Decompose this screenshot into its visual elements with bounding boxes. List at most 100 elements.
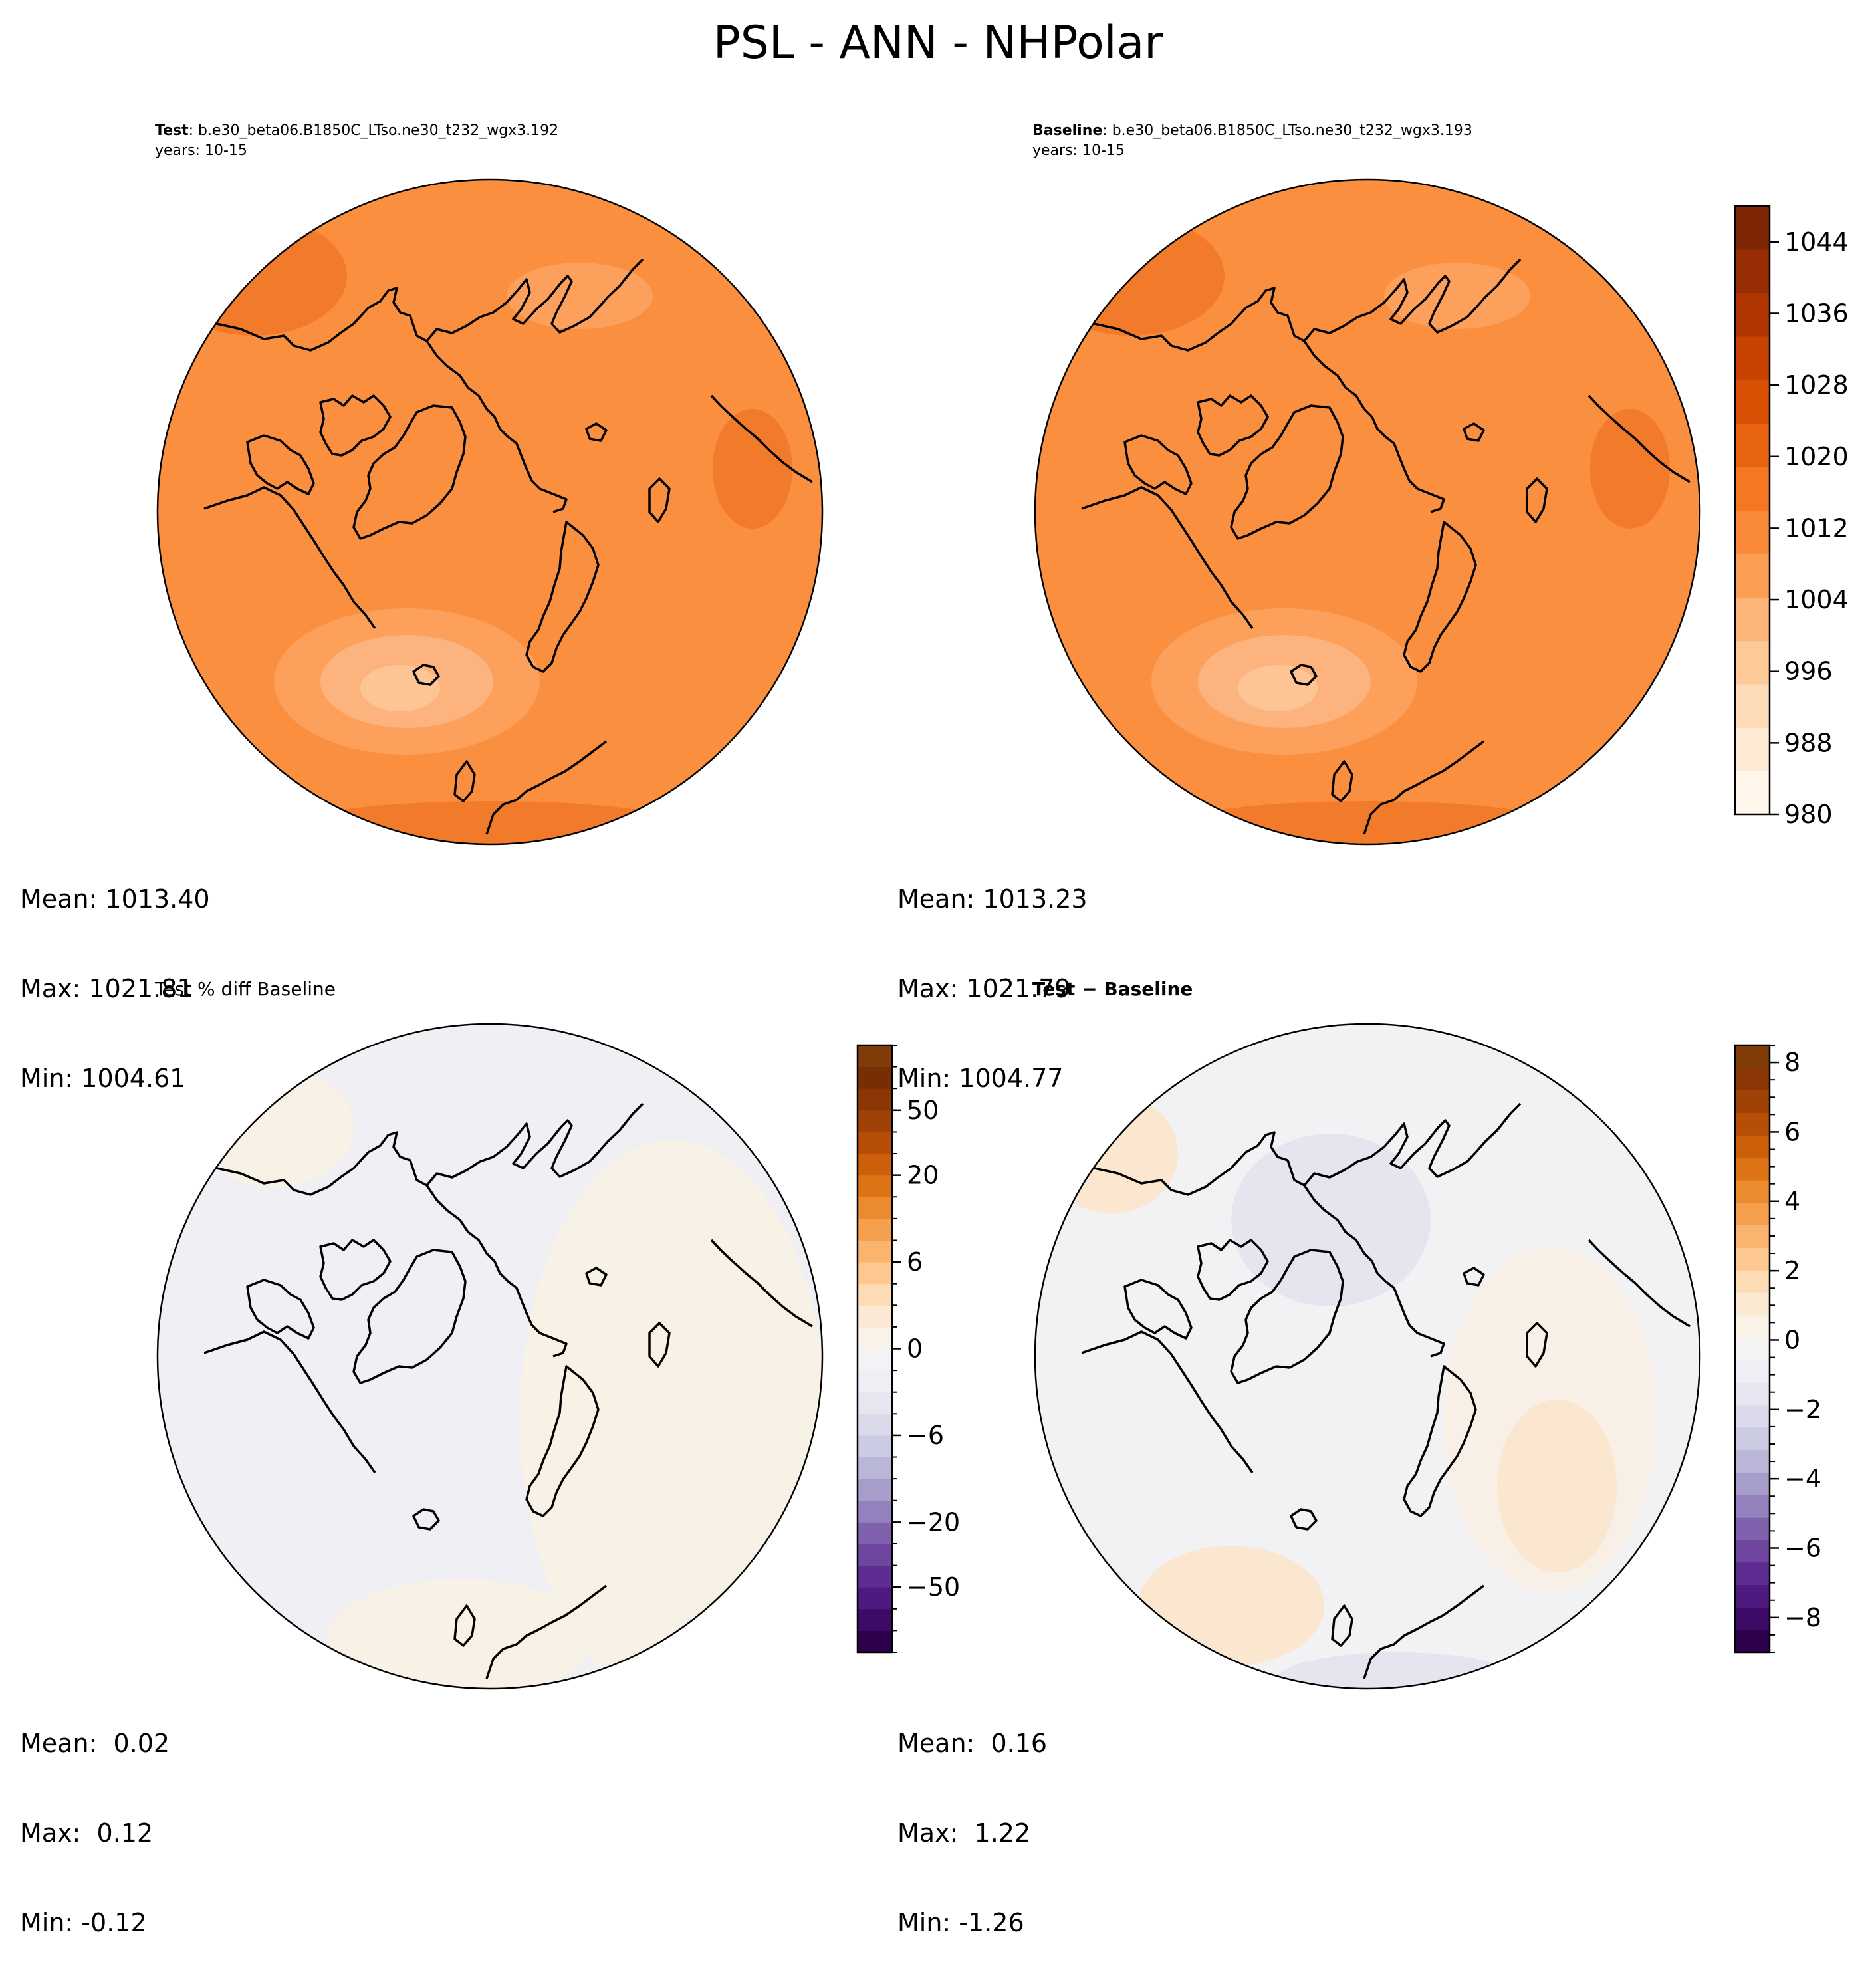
- coastline: [453, 1604, 476, 1647]
- colorbar-segment: [858, 1154, 892, 1176]
- field-contour: [1590, 409, 1670, 529]
- colorbar-segment: [858, 1522, 892, 1544]
- coastline: [1403, 1365, 1477, 1517]
- colorbar-tick-label: −50: [907, 1572, 960, 1602]
- field-contour: [1138, 1546, 1324, 1665]
- test-case-name: : b.e30_beta06.B1850C_LTso.ne30_t232_wgx…: [188, 122, 559, 139]
- coastline: [203, 486, 376, 630]
- colorbar-tick-label: 996: [1784, 657, 1833, 686]
- coastline: [525, 521, 600, 673]
- colorbar-segment: [1735, 1225, 1770, 1248]
- coastline: [210, 258, 644, 352]
- field-contour: [507, 263, 653, 329]
- coastline: [1290, 1508, 1318, 1531]
- colorbar-tick-label: 1004: [1784, 585, 1849, 614]
- colorbar-segment: [1735, 1405, 1770, 1428]
- colorbar-segment: [858, 1045, 892, 1068]
- field-contour: [1278, 1652, 1517, 1689]
- field-contour: [360, 665, 440, 711]
- test-label: Test: [155, 122, 189, 139]
- pctdiff-max: Max: 0.12: [20, 1818, 154, 1848]
- coastline: [1290, 664, 1318, 686]
- field-contour: [713, 409, 792, 529]
- test-caption: Test: b.e30_beta06.B1850C_LTso.ne30_t232…: [155, 122, 558, 140]
- coastline: [246, 434, 315, 495]
- coastline: [1363, 1584, 1485, 1679]
- colorbar-segment: [858, 1414, 892, 1436]
- colorbar-segment: [1735, 1179, 1770, 1203]
- coastline: [1123, 1279, 1193, 1340]
- test-max: Max: 1021.81: [20, 974, 193, 1003]
- colorbar-tick-label: −2: [1784, 1395, 1821, 1424]
- coastline: [1303, 1185, 1445, 1358]
- colorbar-frame: [1734, 1044, 1771, 1654]
- colorbar-segment: [1735, 206, 1770, 250]
- colorbar-segment: [858, 1305, 892, 1328]
- colorbar-segment: [1735, 1270, 1770, 1293]
- colorbar-segment: [1735, 1135, 1770, 1158]
- pctdiff-subtitle: Test % diff Baseline: [155, 978, 336, 1000]
- pctdiff-map: [156, 1023, 824, 1690]
- baseline-caption: Baseline: b.e30_beta06.B1850C_LTso.ne30_…: [1032, 122, 1472, 140]
- colorbar-segment: [1735, 423, 1770, 467]
- colorbar-segment: [1735, 1090, 1770, 1113]
- colorbar-segment: [858, 1218, 892, 1241]
- colorbar-segment: [1735, 249, 1770, 294]
- colorbar-segment: [1735, 1562, 1770, 1586]
- coastline: [425, 1185, 568, 1358]
- colorbar-segment: [1735, 1584, 1770, 1608]
- field-contour: [1038, 216, 1225, 336]
- colorbar-segment: [858, 1110, 892, 1132]
- coastline: [1081, 1330, 1254, 1474]
- colorbar-tick-label: 1028: [1784, 370, 1849, 400]
- colorbar-segment: [1735, 1202, 1770, 1226]
- colorbar-segment: [1735, 1495, 1770, 1518]
- colorbar-tick-label: 6: [907, 1247, 923, 1277]
- colorbar-segment: [1735, 1314, 1770, 1338]
- coastline: [710, 394, 813, 483]
- pctdiff-min: Min: -0.12: [20, 1908, 147, 1937]
- colorbar-segment: [858, 1543, 892, 1566]
- colorbar-tick-label: −6: [1784, 1533, 1821, 1562]
- pctdiff-colorbar: −50 −20 −6 0 6 20 50: [856, 1044, 960, 1654]
- map-boundary: [156, 1023, 824, 1690]
- test-stats: Mean: 1013.40 Max: 1021.81 Min: 1004.61: [20, 824, 210, 1124]
- diff-max: Max: 1.22: [897, 1818, 1031, 1848]
- coastline: [246, 1279, 315, 1340]
- colorbar-segment: [1735, 1472, 1770, 1495]
- colorbar-segment: [858, 1240, 892, 1263]
- baseline-label: Baseline: [1032, 122, 1103, 139]
- coastline: [319, 394, 392, 457]
- colorbar-segment: [858, 1066, 892, 1089]
- coastline: [710, 1239, 813, 1328]
- coastline: [210, 1102, 644, 1196]
- field-contour: [1497, 1400, 1617, 1572]
- diff-stats: Mean: 0.16 Max: 1.22 Min: -1.26: [897, 1669, 1047, 1968]
- coastline: [352, 404, 467, 540]
- colorbar-segment: [858, 1392, 892, 1414]
- colorbar-segment: [858, 1608, 892, 1631]
- coastlines: [203, 1102, 813, 1679]
- colorbar-segment: [858, 1457, 892, 1479]
- colorbar-segment: [1735, 771, 1770, 815]
- colorbar-segment: [1735, 1360, 1770, 1383]
- coastlines: [203, 258, 813, 835]
- pctdiff-stats: Mean: 0.02 Max: 0.12 Min: -0.12: [20, 1669, 170, 1968]
- colorbar-segment: [1735, 553, 1770, 598]
- colorbar-tick-label: 988: [1784, 728, 1833, 757]
- coastline: [412, 664, 440, 686]
- colorbar-segment: [1735, 1449, 1770, 1473]
- coastline: [1197, 1239, 1269, 1301]
- colorbar-segment: [1735, 467, 1770, 511]
- baseline-mean: Mean: 1013.23: [897, 884, 1088, 914]
- colorbar-tick-label: −20: [907, 1507, 960, 1537]
- coastline: [648, 477, 671, 523]
- colorbar-segment: [858, 1435, 892, 1458]
- colorbar-tick-label: 1020: [1784, 442, 1849, 471]
- coastline: [648, 1322, 671, 1368]
- coastlines: [1081, 258, 1691, 835]
- colorbar-segment: [1735, 336, 1770, 380]
- colorbar-segment: [858, 1326, 892, 1349]
- colorbar-segment: [1735, 1382, 1770, 1406]
- baseline-stats: Mean: 1013.23 Max: 1021.79 Min: 1004.77: [897, 824, 1088, 1124]
